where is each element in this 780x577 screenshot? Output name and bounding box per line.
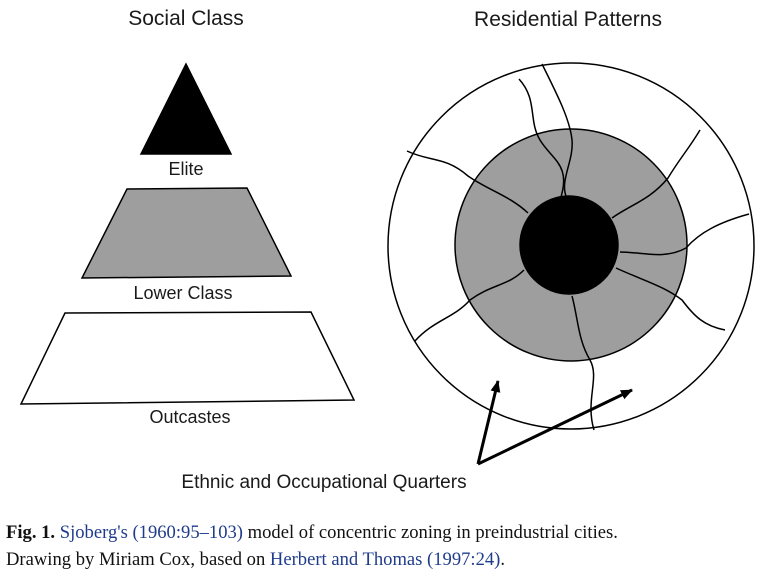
arrow-to-left-quarter [476,380,501,465]
quarter-arrows [476,380,633,466]
lower-class-label: Lower Class [133,283,232,303]
outcastes-label: Outcastes [149,407,230,427]
figure-caption: Fig. 1. Sjoberg's (1960:95–103) model of… [6,519,776,573]
caption-line-1: Fig. 1. Sjoberg's (1960:95–103) model of… [6,519,776,546]
caption-end: . [500,549,506,570]
outcastes-trapezoid [19,311,356,405]
quarters-label: Ethnic and Occupational Quarters [181,472,466,493]
caption-text-2: Drawing by Miriam Cox, based on [6,549,266,570]
lower-class-trapezoid [80,187,293,279]
sjoberg-citation-link[interactable]: Sjoberg's (1960:95–103) [59,522,243,543]
quarter-boundaries [406,63,750,431]
elite-label: Elite [168,159,203,179]
elite-triangle [139,62,233,155]
caption-text-1: model of concentric zoning in preindustr… [247,522,618,543]
arrow-to-right-quarter [477,388,633,466]
figure-number: Fig. 1. [6,522,56,543]
residential-patterns-title: Residential Patterns [474,8,662,31]
caption-line-2: Drawing by Miriam Cox, based on Herbert … [6,546,776,573]
social-class-title: Social Class [128,7,244,30]
herbert-thomas-citation-link[interactable]: Herbert and Thomas (1997:24) [269,549,501,570]
center-elite-core [519,195,619,295]
